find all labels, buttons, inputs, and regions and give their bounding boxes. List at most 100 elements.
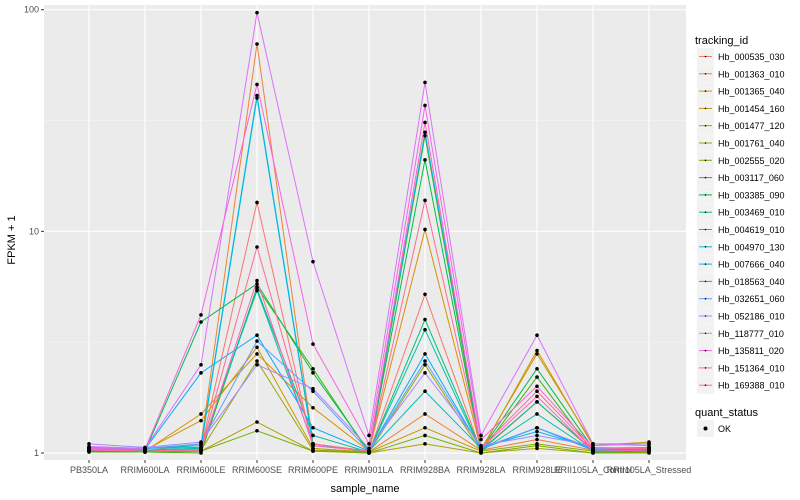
legend-key-point — [704, 297, 707, 300]
legend-key-point — [704, 124, 707, 127]
legend-key-point — [704, 246, 707, 248]
legend-key-point — [704, 332, 707, 335]
data-point — [423, 80, 427, 85]
data-point — [479, 433, 483, 438]
x-tick-label: RRIM928LA — [456, 465, 505, 475]
data-point — [255, 82, 259, 87]
data-point — [423, 425, 427, 430]
data-point — [423, 359, 427, 363]
data-point — [199, 447, 203, 452]
data-point — [591, 447, 595, 452]
data-point — [367, 446, 371, 451]
legend-label: Hb_003117_060 — [718, 173, 784, 183]
legend-key-point — [704, 384, 707, 387]
data-point — [423, 363, 427, 367]
data-point — [367, 433, 371, 438]
data-point — [535, 389, 539, 394]
legend-quant-status: quant_status OK — [695, 407, 758, 437]
data-point — [423, 103, 427, 108]
legend-label: Hb_004970_130 — [718, 242, 785, 252]
legend-key-point — [704, 159, 707, 162]
data-point — [311, 342, 315, 346]
data-point — [479, 437, 483, 442]
legend-key-point — [704, 176, 707, 179]
legend-label: Hb_003385_090 — [718, 190, 785, 200]
data-point — [423, 412, 427, 416]
data-point — [255, 420, 259, 424]
legend-label: Hb_002555_020 — [718, 156, 785, 166]
data-point — [311, 442, 315, 446]
x-tick-label: RRIM901LA — [344, 465, 393, 475]
data-point — [199, 371, 203, 375]
x-axis-title: sample_name — [330, 483, 399, 495]
data-point — [311, 386, 315, 391]
data-point — [367, 442, 371, 446]
legend-key-point — [704, 55, 707, 58]
legend-tracking-id: tracking_id Hb_000535_030 Hb_001363_010 Hb… — [695, 35, 785, 394]
data-point — [255, 278, 259, 283]
data-point — [535, 425, 539, 430]
data-point — [255, 333, 259, 338]
legend-key-point — [704, 349, 707, 352]
data-point — [423, 130, 427, 135]
data-point — [255, 10, 259, 15]
x-tick-label: RRIM928LE — [512, 465, 561, 475]
data-point — [591, 442, 595, 446]
legend-title: tracking_id — [695, 35, 748, 47]
data-point — [479, 445, 483, 450]
data-point — [199, 320, 203, 324]
legend-label: Hb_001363_010 — [718, 69, 785, 79]
data-point — [535, 443, 539, 448]
data-point — [255, 281, 259, 286]
point-legend-marker — [703, 426, 708, 431]
data-point — [535, 433, 539, 438]
data-point — [535, 446, 539, 451]
legend-label: Hb_007666_040 — [718, 260, 785, 270]
legend-label: Hb_000535_030 — [718, 52, 785, 62]
x-tick-label: RRIM600LA — [120, 465, 169, 475]
data-point — [311, 371, 315, 375]
data-point — [311, 259, 315, 264]
legend-label: Hb_135811_020 — [718, 346, 784, 356]
data-point — [255, 352, 259, 356]
data-point — [423, 371, 427, 375]
y-axis-title: FPKM + 1 — [6, 215, 18, 264]
legend-key-point — [704, 90, 707, 92]
data-point — [311, 425, 315, 430]
legend-key-point — [704, 142, 707, 144]
data-point — [255, 42, 259, 46]
x-tick-label: RRIM600SE — [232, 465, 282, 475]
x-tick-label: RRII105LA_Control — [554, 465, 632, 475]
y-axis: 1 10 100 — [24, 5, 44, 458]
x-tick-label: RRIM600LE — [176, 465, 225, 475]
legend-key-point — [704, 194, 707, 196]
x-tick-label: PB350LA — [70, 465, 108, 475]
data-point — [647, 446, 651, 451]
data-point — [311, 389, 315, 394]
data-point — [423, 227, 427, 232]
data-point — [423, 433, 427, 438]
legend-label: Hb_001365_040 — [718, 87, 785, 97]
legend-key-point — [704, 228, 707, 231]
x-tick-label: RRII105LA_Stressed — [607, 465, 692, 475]
data-point — [255, 339, 259, 343]
data-point — [255, 288, 259, 293]
legend-label: Hb_001454_160 — [718, 104, 785, 114]
legend-label: Hb_001477_120 — [718, 121, 785, 131]
data-point — [423, 292, 427, 297]
legend-label: Hb_018563_040 — [718, 277, 785, 287]
legend-key-point — [704, 280, 707, 283]
data-point — [535, 400, 539, 404]
data-point — [423, 158, 427, 162]
data-point — [199, 418, 203, 423]
data-point — [199, 451, 203, 455]
data-point — [535, 384, 539, 389]
data-point — [199, 412, 203, 416]
legend-label: Hb_032651_060 — [718, 294, 785, 304]
legend-label: Hb_001761_040 — [718, 139, 785, 149]
legend-label: Hb_003469_010 — [718, 208, 785, 218]
data-point — [255, 359, 259, 363]
data-point — [535, 352, 539, 356]
point-legend-label: OK — [718, 424, 731, 434]
